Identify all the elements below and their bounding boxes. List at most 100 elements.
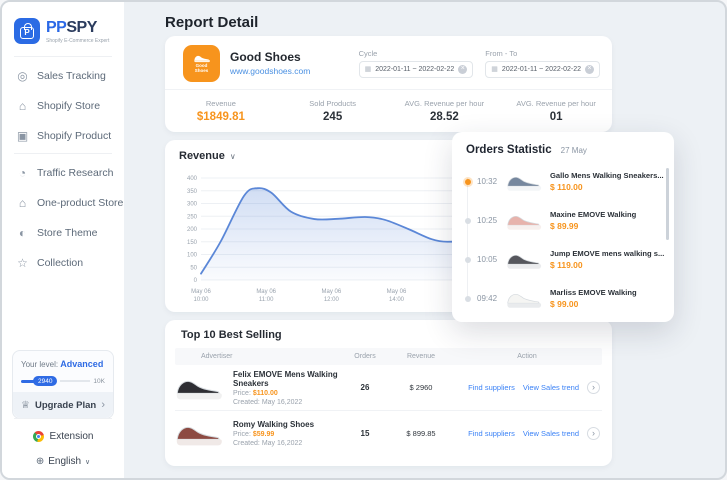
stat-label: Revenue bbox=[205, 99, 236, 108]
extension-button[interactable]: Extension bbox=[2, 431, 124, 442]
sidebar: P PPSPY Shopify E-Commerce Expert ◎ Sale… bbox=[2, 2, 124, 478]
stat-value: 245 bbox=[323, 111, 343, 123]
row-price: $110.00 bbox=[252, 389, 278, 397]
stat-value: 01 bbox=[549, 111, 563, 123]
progress-current-badge: 2940 bbox=[33, 376, 58, 386]
svg-text:400: 400 bbox=[187, 176, 198, 182]
order-product-name: Gallo Mens Walking Sneakers... bbox=[550, 171, 664, 180]
find-suppliers-link[interactable]: Find suppliers bbox=[468, 428, 515, 438]
product-image bbox=[175, 418, 223, 448]
from-to-filter: From - To ▦ 2022-01-11 ~ 2022-02-22 × bbox=[485, 49, 600, 78]
clear-icon[interactable]: × bbox=[458, 64, 468, 74]
row-expand-button[interactable]: › bbox=[587, 381, 600, 394]
store-logo-text-line2: Shoes bbox=[194, 68, 209, 73]
sidebar-item-traffic-research[interactable]: ◔ Traffic Research bbox=[2, 158, 124, 188]
svg-text:May 06: May 06 bbox=[387, 289, 407, 295]
svg-text:12:00: 12:00 bbox=[324, 297, 340, 303]
find-suppliers-link[interactable]: Find suppliers bbox=[468, 383, 515, 392]
from-to-label: From - To bbox=[485, 48, 518, 58]
order-price: $ 119.00 bbox=[550, 260, 583, 270]
nav-secondary: ◔ Traffic Research ⌂ One-product Store ◐… bbox=[2, 158, 124, 278]
shopify-product-icon: ▣ bbox=[16, 129, 29, 143]
stat-label: AVG. Revenue per hour bbox=[404, 99, 485, 108]
shopify-store-icon: ⌂ bbox=[18, 99, 27, 113]
stat-sold-products: Sold Products 245 bbox=[277, 90, 389, 132]
stat-label: AVG. Revenue per hour bbox=[516, 99, 596, 108]
sidebar-item-sales-tracking[interactable]: ◎ Sales Tracking bbox=[2, 61, 124, 91]
sidebar-item-shopify-store[interactable]: ⌂ Shopify Store bbox=[2, 91, 124, 121]
language-label: English bbox=[48, 456, 82, 467]
order-price: $ 89.99 bbox=[550, 221, 579, 231]
revenue-metric-dropdown[interactable]: Revenue ∨ bbox=[165, 140, 612, 164]
orders-scrollbar[interactable] bbox=[666, 168, 669, 240]
store-summary-card: Good Shoes Good Shoes www.goodshoes.com … bbox=[165, 36, 612, 132]
language-selector[interactable]: ⊕ English ∨ bbox=[2, 456, 124, 467]
sidebar-item-label: Traffic Research bbox=[37, 167, 114, 179]
stats-row: Revenue $1849.81 Sold Products 245 AVG. … bbox=[165, 90, 612, 132]
extension-label: Extension bbox=[49, 431, 94, 442]
cycle-filter: Cycle ▦ 2022-01-11 ~ 2022-02-22 × bbox=[358, 49, 474, 78]
timeline-dot bbox=[465, 178, 471, 185]
stat-value: 28.52 bbox=[429, 111, 459, 123]
table-row: Felix EMOVE Mens Walking Sneakers Price:… bbox=[175, 365, 602, 410]
sidebar-item-collection[interactable]: ☆ Collection bbox=[2, 248, 124, 278]
row-product-name: Romy Walking Shoes bbox=[233, 419, 315, 429]
divider bbox=[165, 89, 612, 90]
stat-avg-revenue-1: AVG. Revenue per hour 28.52 bbox=[389, 90, 501, 132]
order-item[interactable]: 09:42 Marliss EMOVE Walking $ 99.00 bbox=[462, 279, 664, 318]
order-time: 10:25 bbox=[477, 216, 498, 225]
orders-panel-date: 27 May bbox=[560, 146, 587, 155]
price-label: Price: bbox=[233, 430, 251, 438]
best-selling-card: Top 10 Best Selling Advertiser Orders Re… bbox=[165, 320, 612, 466]
order-price: $ 99.00 bbox=[550, 299, 579, 309]
stat-label: Sold Products bbox=[309, 99, 356, 108]
sidebar-item-label: Shopify Product bbox=[37, 130, 112, 142]
order-item[interactable]: 10:32 Gallo Mens Walking Sneakers... $ 1… bbox=[462, 162, 664, 201]
order-item[interactable]: 10:25 Maxine EMOVE Walking $ 89.99 bbox=[462, 201, 664, 240]
column-revenue: Revenue bbox=[406, 353, 436, 360]
svg-text:May 06: May 06 bbox=[321, 289, 341, 295]
cycle-date-input[interactable]: ▦ 2022-01-11 ~ 2022-02-22 × bbox=[358, 60, 474, 78]
svg-text:250: 250 bbox=[187, 214, 198, 220]
store-theme-icon: ◐ bbox=[18, 226, 27, 240]
progress-track bbox=[60, 380, 91, 382]
created-label: Created: bbox=[233, 439, 260, 447]
column-advertiser: Advertiser bbox=[201, 353, 233, 360]
row-expand-button[interactable]: › bbox=[587, 426, 600, 440]
sidebar-item-shopify-product[interactable]: ▣ Shopify Product bbox=[2, 121, 124, 151]
progress-max-label: 10K bbox=[93, 377, 105, 385]
upgrade-plan-button[interactable]: ♕ Upgrade Plan › bbox=[13, 392, 113, 418]
orders-statistic-panel: Orders Statistic 27 May 10:32 Gallo Mens… bbox=[452, 132, 674, 322]
level-progress-bar: 2940 10K bbox=[21, 376, 105, 386]
order-item[interactable]: 10:05 Jump EMOVE mens walking s... $ 119… bbox=[462, 240, 664, 279]
svg-text:350: 350 bbox=[187, 189, 198, 195]
stat-avg-revenue-2: AVG. Revenue per hour 01 bbox=[500, 90, 612, 132]
store-logo-text-line1: Good bbox=[195, 62, 208, 68]
brand-name-pp: PP bbox=[46, 18, 67, 36]
view-sales-trend-link[interactable]: View Sales trend bbox=[522, 428, 579, 438]
sidebar-item-one-product-store[interactable]: ⌂ One-product Store bbox=[2, 188, 124, 218]
store-url-link[interactable]: www.goodshoes.com bbox=[230, 66, 311, 76]
chart-title: Revenue bbox=[179, 150, 225, 162]
price-label: Price: bbox=[233, 389, 251, 397]
view-sales-trend-link[interactable]: View Sales trend bbox=[522, 383, 579, 392]
column-orders: Orders bbox=[354, 353, 376, 360]
product-image bbox=[175, 373, 223, 403]
best-selling-title: Top 10 Best Selling bbox=[181, 329, 282, 341]
calendar-icon: ▦ bbox=[491, 66, 498, 73]
stat-revenue: Revenue $1849.81 bbox=[165, 90, 277, 132]
sidebar-item-store-theme[interactable]: ◐ Store Theme bbox=[2, 218, 124, 248]
globe-icon: ⊕ bbox=[35, 456, 45, 467]
table-header: Advertiser Orders Revenue Action bbox=[175, 348, 602, 365]
clear-icon[interactable]: × bbox=[585, 64, 594, 74]
shoe-icon bbox=[193, 55, 210, 62]
calendar-icon: ▦ bbox=[364, 66, 372, 73]
order-time: 10:32 bbox=[477, 177, 498, 186]
row-created: May 16,2022 bbox=[261, 398, 303, 406]
from-to-date-input[interactable]: ▦ 2022-01-11 ~ 2022-02-22 × bbox=[485, 60, 600, 78]
product-image bbox=[506, 287, 542, 311]
brand-badge-letter: P bbox=[24, 27, 30, 37]
svg-text:200: 200 bbox=[187, 227, 198, 233]
order-product-name: Marliss EMOVE Walking bbox=[550, 288, 637, 297]
